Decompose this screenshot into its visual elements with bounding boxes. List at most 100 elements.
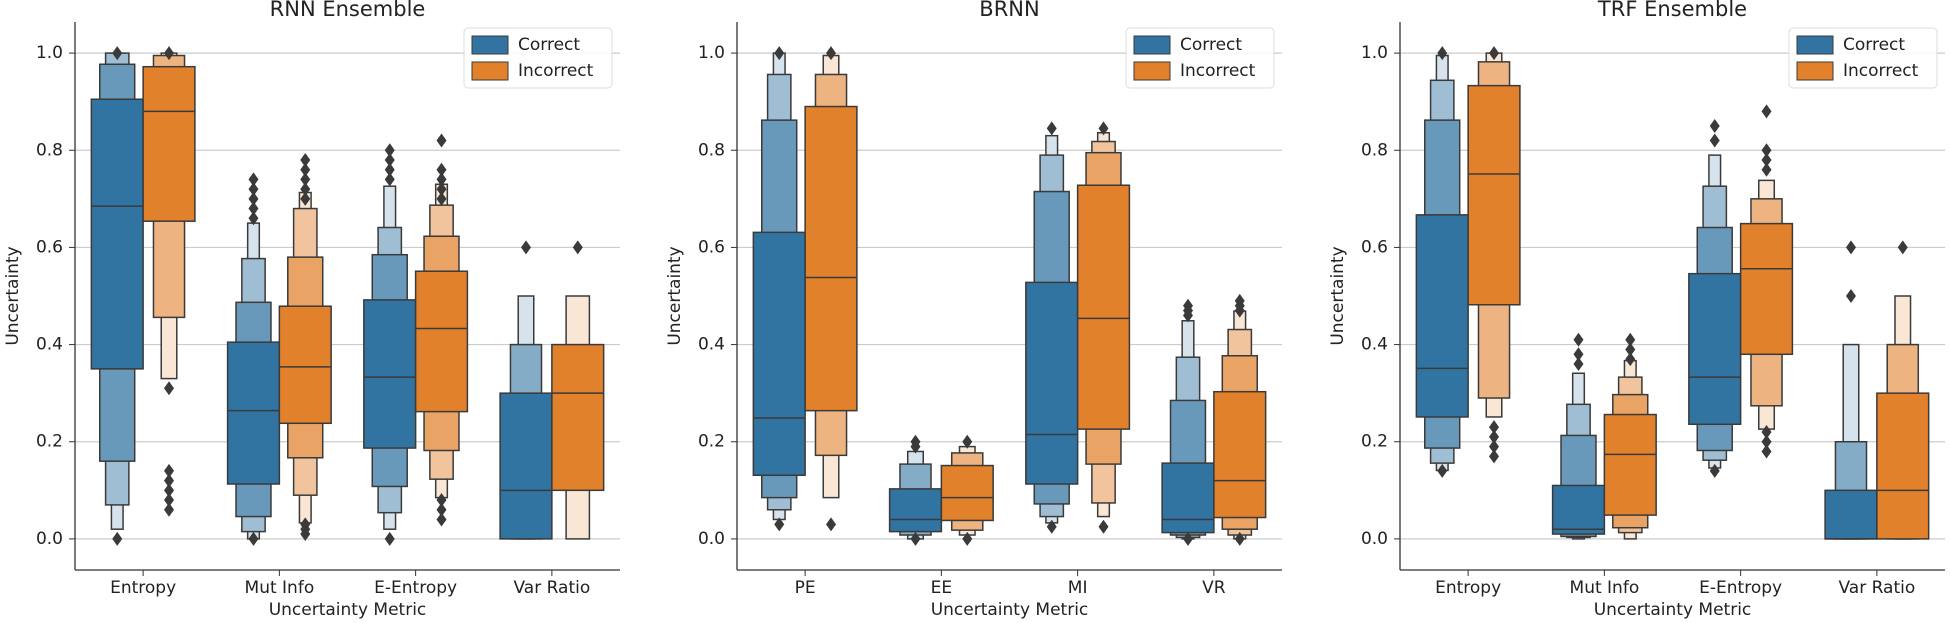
x-tick-label: Entropy (110, 578, 176, 598)
legend-label: Correct (1180, 35, 1242, 55)
outlier (1489, 46, 1500, 61)
outlier (1182, 531, 1193, 546)
box-level (1213, 390, 1267, 519)
outlier (1761, 444, 1772, 459)
outlier (164, 381, 175, 396)
x-tick-label: E-Entropy (1699, 578, 1782, 598)
box-level (804, 105, 858, 412)
outlier (962, 531, 973, 546)
outlier (1098, 519, 1109, 534)
outlier (1437, 463, 1448, 478)
y-tick-label: 1.0 (36, 43, 63, 63)
y-tick-label: 0.4 (698, 335, 725, 355)
outlier (774, 46, 785, 61)
outlier (520, 240, 531, 255)
y-tick-label: 0.2 (1361, 432, 1388, 452)
y-tick-label: 0.2 (698, 432, 725, 452)
outlier (1098, 121, 1109, 136)
x-tick-label: E-Entropy (374, 578, 457, 598)
box-level (1688, 272, 1742, 426)
outlier (300, 527, 311, 542)
outlier (1573, 332, 1584, 347)
outlier (1625, 342, 1636, 357)
legend-swatch (1133, 35, 1171, 55)
legend-swatch (471, 61, 509, 81)
x-tick-label: Mut Info (1570, 578, 1640, 598)
y-tick-label: 0.2 (36, 432, 63, 452)
outlier (1845, 289, 1856, 303)
box-level (414, 270, 469, 413)
outlier (164, 463, 175, 478)
outlier (1761, 434, 1772, 449)
outlier (826, 46, 837, 61)
outlier (1709, 118, 1720, 133)
legend-label: Incorrect (1843, 61, 1919, 81)
outlier (1709, 463, 1720, 478)
y-tick-label: 0.6 (36, 237, 63, 257)
outlier (164, 46, 175, 61)
x-tick-label: Var Ratio (1838, 578, 1915, 598)
outlier (1709, 133, 1720, 148)
box-level (1551, 484, 1606, 535)
x-tick-label: PE (795, 578, 816, 598)
box-level (1739, 222, 1794, 356)
outlier (248, 191, 259, 206)
outlier (112, 531, 123, 546)
chart-title: TRF Ensemble (1597, 0, 1747, 21)
x-axis-label: Uncertainty Metric (1594, 600, 1752, 620)
outlier (164, 473, 175, 488)
outlier (300, 191, 311, 206)
legend-label: Incorrect (518, 61, 594, 81)
y-tick-label: 0.6 (698, 237, 725, 257)
outlier (1761, 425, 1772, 440)
legend-swatch (1796, 35, 1834, 55)
box-level (551, 343, 605, 492)
box-level (940, 464, 994, 522)
legend-label: Correct (1843, 35, 1905, 55)
x-tick-label: Mut Info (245, 578, 315, 598)
box-level (363, 299, 417, 449)
outlier (1625, 352, 1636, 367)
outlier (1897, 240, 1908, 255)
box-level (1161, 462, 1215, 534)
outlier (1234, 531, 1245, 546)
x-tick-label: VR (1202, 578, 1226, 598)
outlier (384, 172, 395, 187)
outlier (1046, 519, 1057, 534)
outlier (248, 531, 259, 546)
outlier (1761, 104, 1772, 119)
y-axis-label: Uncertainty (3, 246, 23, 345)
box-level (499, 392, 553, 540)
outlier (910, 531, 921, 546)
box-level (142, 65, 196, 222)
y-tick-label: 1.0 (698, 43, 725, 63)
outlier (436, 493, 447, 508)
outlier (300, 172, 311, 187)
outlier (962, 434, 973, 449)
outlier (1182, 308, 1193, 323)
outlier (300, 152, 311, 167)
outlier (384, 152, 395, 167)
box-level (1603, 413, 1657, 516)
outlier (248, 182, 259, 197)
outlier (1625, 332, 1636, 347)
outlier (384, 162, 395, 177)
outlier (384, 531, 395, 546)
outlier (436, 502, 447, 517)
outlier (112, 46, 123, 61)
outlier (436, 182, 447, 197)
outlier (1489, 449, 1500, 464)
x-tick-label: MI (1068, 578, 1088, 598)
box-level (888, 488, 943, 533)
outlier (1761, 152, 1772, 167)
y-tick-label: 0.8 (36, 140, 63, 160)
outlier (1437, 46, 1448, 61)
outlier (436, 133, 447, 148)
box-level (1876, 392, 1930, 540)
outlier (248, 172, 259, 187)
outlier (826, 517, 837, 532)
outlier (1845, 240, 1856, 255)
box-level (1025, 281, 1079, 485)
outlier (248, 211, 259, 226)
